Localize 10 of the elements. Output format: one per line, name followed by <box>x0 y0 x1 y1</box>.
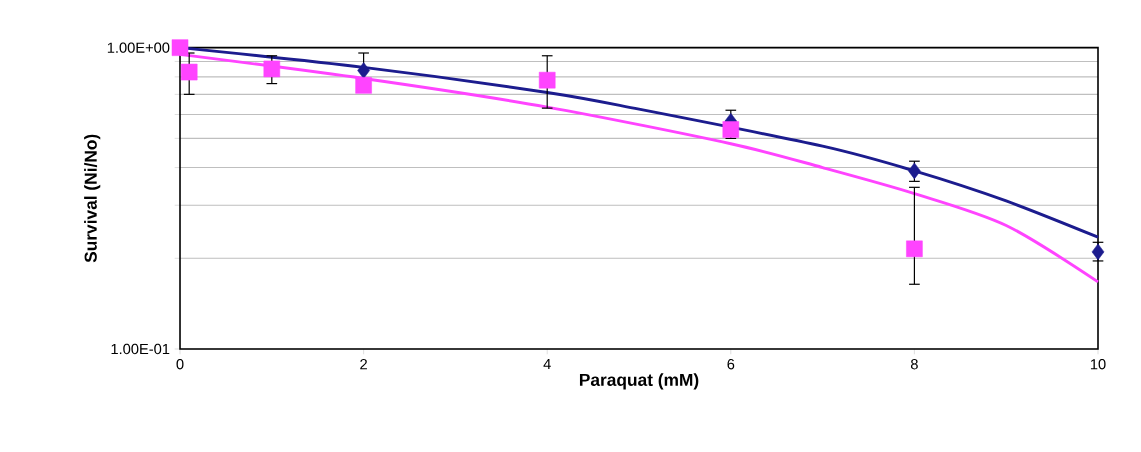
y-tick-label: 1.00E-01 <box>111 343 170 355</box>
x-tick-label: 2 <box>360 359 367 370</box>
x-tick-label: 0 <box>176 359 184 370</box>
y-axis-title: Survival (Ni/No) <box>84 134 101 263</box>
x-tick-label: 4 <box>543 359 551 370</box>
x-tick-label: 10 <box>1090 359 1106 370</box>
x-axis-title: Paraquat (mM) <box>579 373 699 390</box>
x-tick-label: 8 <box>910 359 918 370</box>
x-tick-label: 6 <box>727 359 735 370</box>
y-tick-label: 1.00E+00 <box>107 42 170 53</box>
